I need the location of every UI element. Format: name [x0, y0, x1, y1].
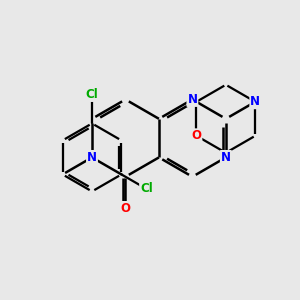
Text: N: N: [188, 93, 197, 106]
Text: O: O: [121, 202, 130, 215]
Text: Cl: Cl: [85, 88, 98, 101]
Text: N: N: [87, 151, 97, 164]
Text: O: O: [191, 129, 201, 142]
Text: N: N: [250, 95, 260, 108]
Text: Cl: Cl: [140, 182, 153, 195]
Text: N: N: [221, 151, 231, 164]
